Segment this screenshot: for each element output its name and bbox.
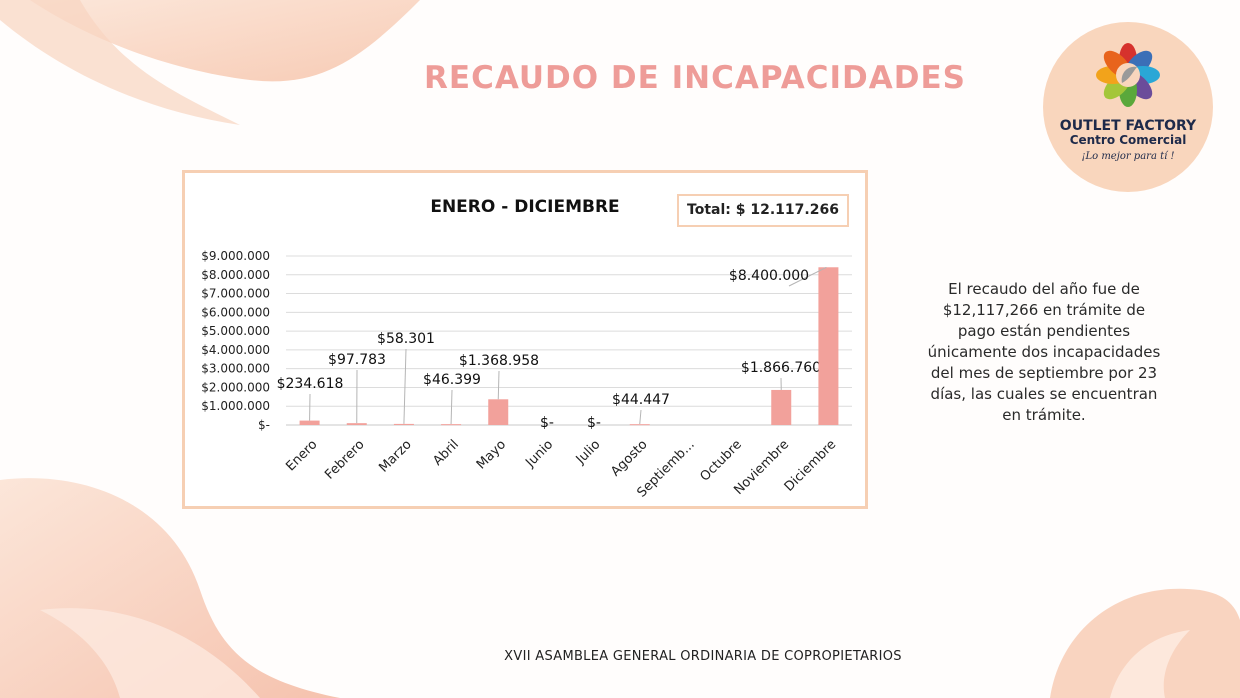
x-tick-label: Julio: [573, 437, 604, 468]
x-tick-label: Enero: [283, 437, 320, 474]
y-tick-label: $-: [258, 418, 270, 432]
x-tick-label: Abril: [430, 437, 462, 469]
data-label: $-: [540, 415, 554, 431]
y-tick-label: $8.000.000: [201, 268, 270, 282]
y-tick-label: $5.000.000: [201, 324, 270, 338]
total-value: $ 12.117.266: [735, 202, 839, 218]
y-tick-label: $6.000.000: [201, 305, 270, 319]
flower-logo-icon: [1096, 43, 1160, 107]
total-box: Total: $ 12.117.266: [677, 194, 849, 227]
page-title: RECAUDO DE INCAPACIDADES: [424, 60, 966, 96]
logo-name: OUTLET FACTORY: [1059, 118, 1197, 134]
bar: [818, 267, 839, 425]
x-tick-label: Junio: [522, 437, 556, 471]
bar: [346, 423, 367, 425]
leader-line: [450, 389, 453, 425]
leader-line: [788, 266, 827, 287]
bar: [488, 399, 509, 425]
logo-tagline: ¡Lo mejor para tí !: [1081, 151, 1175, 162]
chart-title: ENERO - DICIEMBRE: [430, 197, 619, 217]
y-tick-label: $4.000.000: [201, 343, 270, 357]
data-label: $97.783: [328, 352, 386, 368]
data-label: $46.399: [423, 372, 481, 388]
bar: [441, 424, 462, 426]
bar: [629, 424, 650, 426]
logo-badge: [1043, 22, 1213, 192]
x-tick-label: Octubre: [698, 437, 745, 484]
bar: [299, 420, 320, 425]
bar-chart: ENERO - DICIEMBRE $- $1.000.000 $2.000.000 $…: [201, 197, 852, 501]
y-tick-label: $2.000.000: [201, 380, 270, 394]
decor-swoosh-bottom-left: [0, 478, 340, 698]
leader-line: [639, 409, 642, 425]
y-tick-label: $3.000.000: [201, 362, 270, 376]
y-tick-label: $7.000.000: [201, 287, 270, 301]
data-label: $1.368.958: [459, 353, 539, 369]
total-label: Total:: [687, 202, 731, 218]
y-tick-label: $9.000.000: [201, 249, 270, 263]
x-tick-label: Diciembre: [782, 437, 840, 495]
x-tick-label: Mayo: [474, 437, 509, 472]
data-label: $58.301: [377, 331, 435, 347]
x-tick-label: Marzo: [376, 437, 414, 475]
leader-line: [403, 348, 407, 424]
logo-subtitle: Centro Comercial: [1069, 133, 1187, 147]
data-label: $1.866.760: [741, 360, 821, 376]
bar: [771, 389, 792, 425]
leader-line: [497, 370, 500, 400]
x-tick-label: Agosto: [608, 437, 650, 479]
decor-swoosh-bottom-right: [1050, 588, 1240, 698]
y-tick-label: $1.000.000: [201, 399, 270, 413]
data-label: $8.400.000: [729, 268, 809, 284]
data-label: $44.447: [612, 392, 670, 408]
data-label: $234.618: [277, 376, 344, 392]
decor-swoosh-top-left: [0, 0, 420, 125]
footer-text: XVII ASAMBLEA GENERAL ORDINARIA DE COPRO…: [504, 649, 902, 664]
x-tick-label: Febrero: [322, 437, 367, 482]
data-label: $-: [587, 415, 601, 431]
bar: [393, 423, 414, 425]
summary-note: El recaudo del año fue de $12,117,266 en…: [927, 280, 1161, 424]
